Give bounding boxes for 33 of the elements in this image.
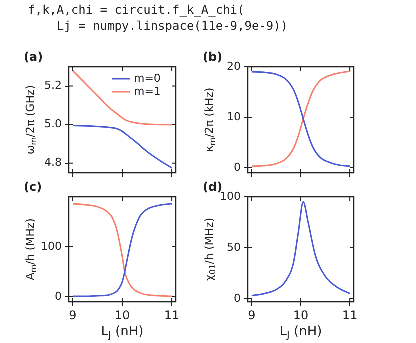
x-tick-label: 10 (114, 308, 130, 322)
x-tick-label: 9 (248, 308, 256, 322)
x-tick-label: 11 (342, 308, 358, 322)
line-series (251, 201, 351, 297)
y-axis-title: ωm/2π (GHz) (24, 85, 38, 155)
x-tick-label: 9 (69, 308, 77, 322)
y-tick-label: 50 (227, 240, 241, 254)
y-tick-label: 0 (234, 292, 241, 305)
y-tick-label: 100 (41, 240, 62, 253)
y-tick-label: 100 (220, 190, 241, 203)
y-tick-label: 20 (227, 60, 241, 73)
line-series (72, 125, 173, 169)
y-tick-label: 0 (234, 160, 241, 174)
text: f,k,A,chi = circuit.f_k_A_chi( (28, 2, 246, 18)
y-tick-label: 0 (55, 290, 62, 303)
legend-label: m=0 (134, 72, 161, 85)
chart-title: (a) (24, 50, 44, 64)
line-series (72, 70, 173, 126)
legend-label: m=1 (134, 84, 161, 98)
chart-title: (c) (24, 180, 42, 194)
y-tick-label: 5.0 (44, 118, 62, 131)
y-tick-label: 5.2 (44, 79, 62, 92)
x-tick-label: 10 (293, 308, 309, 322)
line-series (72, 203, 173, 298)
chart-title: (d) (203, 180, 223, 194)
text: Lj = numpy.linspace(11e-9,9e-9)) (56, 18, 288, 34)
y-axis-title: χ01/h (MHz) (202, 218, 218, 282)
chart-title: (b) (203, 50, 223, 64)
y-axis-title: κm/2π (kHz) (202, 88, 218, 152)
y-tick-label: 10 (227, 110, 241, 124)
x-tick-label: 11 (164, 308, 180, 322)
y-axis-title: Am/h (MHz) (24, 218, 38, 280)
y-tick-label: 4.8 (44, 156, 62, 170)
